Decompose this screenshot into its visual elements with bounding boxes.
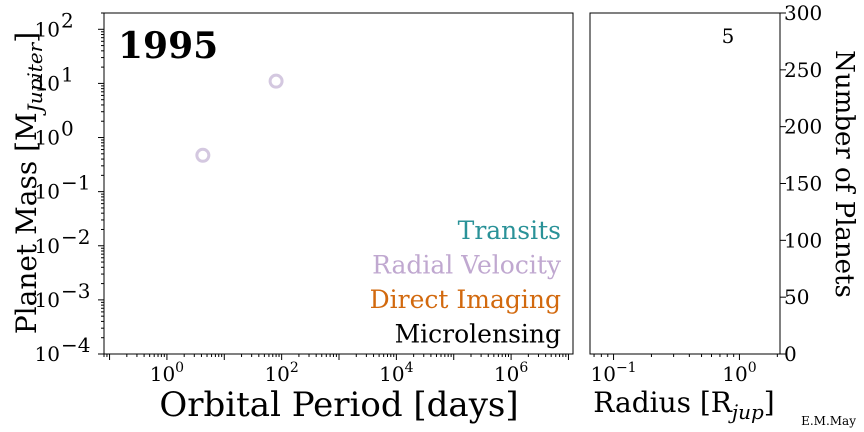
radius-tick-label-exponent: −1: [616, 360, 637, 376]
x-tick-label-base: 10: [494, 362, 519, 386]
radius-tick-label: 10−1: [591, 360, 637, 386]
radius-axis-label-end: ]: [764, 386, 775, 419]
x-tick-label-base: 10: [379, 362, 404, 386]
histogram-plot-frame: [589, 12, 781, 355]
y-tick-exponent: −3: [61, 279, 90, 303]
y-tick-label: 10: [35, 17, 60, 41]
count-tick-label: 250: [784, 58, 822, 82]
y-tick-exponent: 2: [61, 8, 74, 32]
year-label: 1995: [118, 25, 218, 67]
count-tick-label: 50: [784, 285, 809, 309]
x-tick-label: 106: [494, 360, 528, 386]
count-axis-label: Number of Planets: [829, 50, 859, 298]
radius-axis-label-main: Radius [R: [593, 386, 733, 419]
radius-tick-label-exponent: 0: [748, 360, 757, 376]
credit: E.M.May: [801, 414, 856, 428]
y-axis-label-end: ]: [10, 32, 43, 43]
y-tick-exponent: 0: [61, 117, 74, 141]
legend-entry: Transits: [458, 216, 561, 245]
planet-point: [195, 147, 211, 163]
y-tick-exponent: −2: [61, 225, 90, 249]
y-axis-label-main: Planet Mass [M: [10, 112, 43, 334]
y-tick-exponent: −4: [61, 333, 90, 357]
radius-tick-label-base: 10: [591, 362, 616, 386]
x-axis-label: Orbital Period [days]: [159, 385, 518, 425]
x-tick-label-exponent: 4: [405, 360, 414, 376]
y-tick-exponent: −1: [61, 171, 90, 195]
histogram-x-ticks: 10−1 100: [591, 354, 778, 386]
planet-count: 5: [722, 24, 735, 48]
count-tick-label: 300: [784, 1, 822, 25]
x-tick-label: 102: [264, 360, 298, 386]
radius-tick-label: 100: [722, 360, 756, 386]
histogram-y-ticks: 0 50 100 150 200 250 300: [780, 1, 822, 366]
scatter-x-ticks: 100 102 104 106: [103, 354, 569, 386]
y-tick-label: 10: [35, 71, 60, 95]
y-axis-label: Planet Mass [MJupiter]: [10, 32, 47, 334]
x-tick-label-base: 10: [264, 362, 289, 386]
y-tick-label: 10: [35, 180, 60, 204]
legend-entry: Direct Imaging: [370, 285, 561, 314]
legend-entry: Microlensing: [395, 320, 561, 349]
method-legend: Transits Radial Velocity Direct Imaging Mic…: [370, 216, 562, 349]
y-tick-label: 10: [35, 342, 60, 366]
x-tick-label-exponent: 6: [519, 360, 528, 376]
radius-axis-label-sub: jup: [728, 400, 764, 424]
count-tick-label: 200: [784, 115, 822, 139]
count-tick-label: 150: [784, 172, 822, 196]
legend-entry: Radial Velocity: [372, 251, 562, 280]
scatter-points: [195, 73, 284, 163]
count-tick-label: 0: [784, 342, 797, 366]
x-tick-label: 100: [150, 360, 184, 386]
y-tick-exponent: 1: [61, 62, 74, 86]
radius-tick-label-base: 10: [722, 362, 747, 386]
y-tick-label: 10: [35, 288, 60, 312]
x-tick-label-exponent: 2: [290, 360, 299, 376]
scatter-plot-frame: [103, 12, 574, 355]
y-tick-label: 10: [35, 234, 60, 258]
y-axis-label-sub: Jupiter: [23, 41, 47, 116]
x-tick-label: 104: [379, 360, 413, 386]
x-tick-label-exponent: 0: [175, 360, 184, 376]
x-tick-label-base: 10: [150, 362, 175, 386]
radius-axis-label: Radius [Rjup]: [593, 386, 774, 424]
planet-point: [268, 73, 284, 89]
y-tick-label: 10: [35, 126, 60, 150]
count-tick-label: 100: [784, 228, 822, 252]
